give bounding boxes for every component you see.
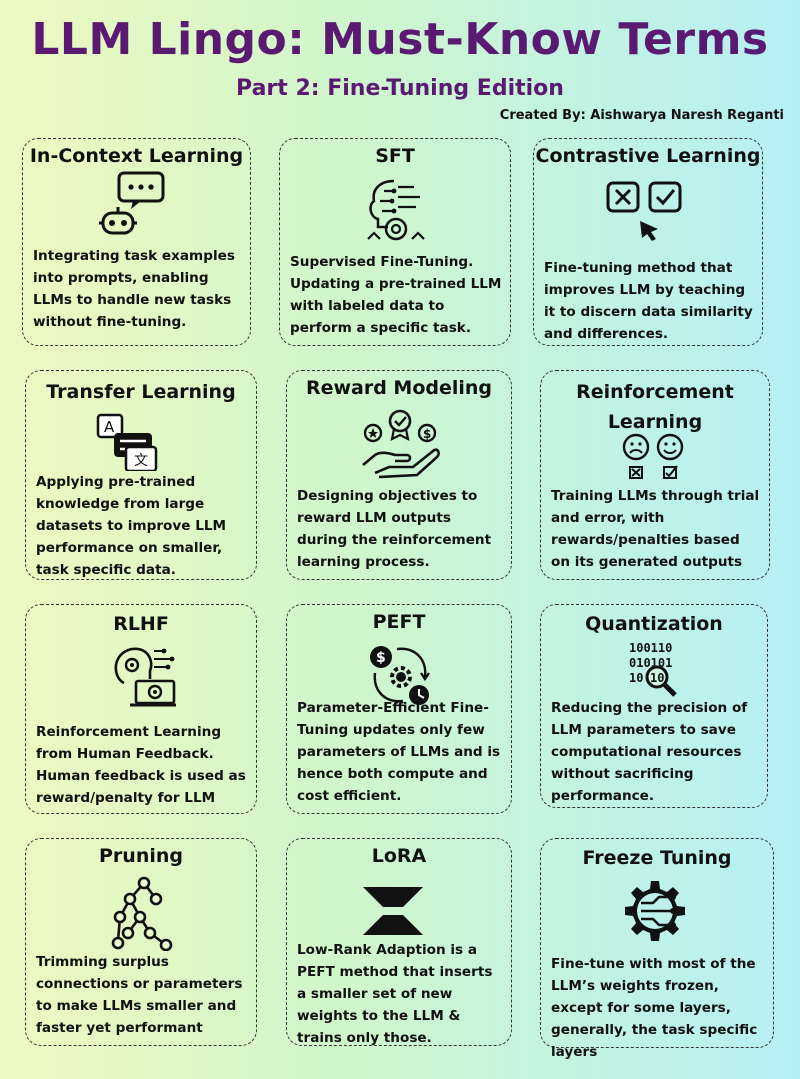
page-subtitle: Part 2: Fine-Tuning Edition	[236, 76, 564, 101]
card-transfer-learning: Transfer Learning A 文 Applying pre-train…	[25, 370, 257, 580]
card-description: Trimming surplus connections or paramete…	[36, 954, 243, 1036]
card-description: Integrating task examples into prompts, …	[33, 248, 235, 330]
page-title: LLM Lingo: Must-Know Terms	[31, 14, 769, 65]
card-title: RLHF	[113, 613, 169, 635]
sad-happy-face-icon	[622, 433, 684, 479]
card-title: In-Context Learning	[29, 145, 244, 167]
binary-magnifier-icon: 100110 010101 10 10	[629, 641, 677, 697]
card-description: Fine-tune with most of the LLM’s weights…	[551, 956, 758, 1060]
circuit-gear-icon	[625, 881, 685, 941]
svg-text:A: A	[104, 418, 115, 436]
card-freeze-tuning: Freeze Tuning Fine-tune with most of the…	[540, 838, 774, 1060]
card-rlhf: RLHF Reinforcement Learning from Human F…	[25, 604, 257, 814]
card-title: PEFT	[372, 611, 426, 633]
brain-gear-icon	[367, 179, 425, 241]
svg-text:100110: 100110	[629, 641, 672, 655]
translate-icon: A 文	[96, 413, 158, 471]
card-title: Freeze Tuning	[582, 847, 732, 869]
card-pruning: Pruning Trimming surplus connections or …	[25, 838, 257, 1046]
card-quantization: Quantization 100110 010101 10 10 Reducin…	[540, 604, 768, 808]
card-title: Pruning	[99, 845, 183, 867]
author-credit: Created By: Aishwarya Naresh Reganti	[499, 108, 784, 123]
card-sft: SFT Supervised Fine-Tuning. Updating a p…	[279, 138, 511, 346]
tree-graph-icon	[111, 876, 173, 951]
card-description: Applying pre-trained knowledge from larg…	[36, 474, 227, 578]
card-description: Designing objectives to reward LLM outpu…	[297, 488, 492, 570]
human-feedback-icon	[114, 647, 176, 707]
card-title: Transfer Learning	[46, 381, 236, 403]
reward-hand-icon: $	[362, 409, 440, 479]
check-cross-icon	[606, 181, 682, 241]
card-in-context-learning: In-Context Learning Integrating task exa…	[22, 138, 251, 346]
card-reinforcement-learning: Reinforcement Learning Training LLMs thr…	[540, 370, 770, 580]
card-description: Fine-tuning method that improves LLM by …	[544, 260, 753, 342]
card-description: Reinforcement Learning from Human Feedba…	[36, 724, 246, 806]
card-title: Contrastive Learning	[535, 145, 761, 167]
svg-text:$: $	[423, 427, 431, 441]
svg-text:$: $	[376, 650, 386, 666]
svg-text:10: 10	[650, 671, 664, 685]
card-contrastive-learning: Contrastive Learning Fine-tuning method …	[533, 138, 763, 346]
card-title: SFT	[375, 145, 415, 167]
card-description: Parameter-Efficient Fine-Tuning updates …	[297, 700, 501, 804]
card-title: Reinforcement Learning	[576, 381, 734, 433]
chat-robot-icon	[99, 171, 165, 235]
svg-text:10: 10	[629, 671, 643, 685]
card-description: Reducing the precision of LLM parameters…	[551, 700, 748, 804]
card-description: Supervised Fine-Tuning. Updating a pre-t…	[290, 254, 502, 336]
hourglass-icon	[363, 887, 423, 935]
card-reward-modeling: Reward Modeling $ Designing objectives t…	[286, 370, 512, 580]
card-peft: PEFT $ Parameter-Efficient Fine-Tuning u…	[286, 604, 512, 814]
card-description: Training LLMs through trial and error, w…	[551, 488, 760, 570]
card-lora: LoRA Low-Rank Adaption is a PEFT method …	[286, 838, 512, 1046]
card-title: Quantization	[585, 613, 723, 635]
card-title: Reward Modeling	[305, 377, 493, 399]
svg-text:文: 文	[134, 453, 148, 469]
efficiency-cycle-icon: $	[370, 646, 430, 705]
card-description: Low-Rank Adaption is a PEFT method that …	[297, 942, 493, 1046]
card-title: LoRA	[371, 845, 427, 867]
